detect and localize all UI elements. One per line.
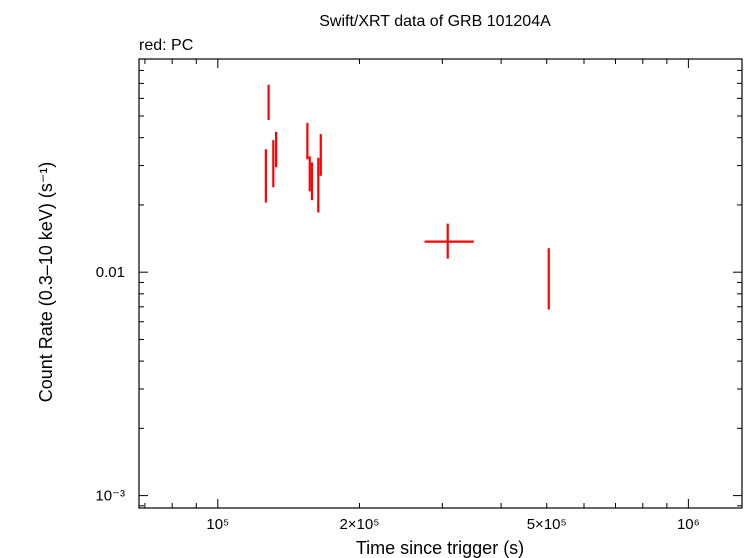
- data-point: [306, 123, 309, 160]
- x-tick-labels: 10⁵ 2×10⁵ 5×10⁵ 10⁶: [206, 516, 699, 533]
- x-tick-label: 10⁶: [677, 516, 700, 533]
- y-tick-labels: 0.01 10⁻³: [95, 264, 125, 504]
- y-axis-label: Count Rate (0.3–10 keV) (s⁻¹): [36, 162, 56, 403]
- data-points: [264, 84, 550, 310]
- x-axis-label: Time since trigger (s): [356, 538, 524, 558]
- data-point: [424, 223, 474, 259]
- axis-ticks: [139, 58, 742, 508]
- x-tick-label: 2×10⁵: [339, 516, 379, 533]
- plot-frame: [138, 58, 743, 509]
- x-tick-label: 5×10⁵: [527, 516, 567, 533]
- y-tick-label: 0.01: [96, 264, 125, 281]
- data-point: [319, 134, 322, 176]
- data-point: [264, 149, 267, 203]
- data-point: [274, 131, 278, 168]
- y-tick-label: 10⁻³: [95, 488, 125, 505]
- data-point: [267, 84, 270, 120]
- x-tick-label: 10⁵: [206, 516, 229, 533]
- chart-subtitle: red: PC: [139, 37, 193, 54]
- data-point: [272, 140, 275, 188]
- data-point: [308, 156, 311, 192]
- data-point: [547, 248, 550, 310]
- data-point: [310, 162, 314, 201]
- chart-title: Swift/XRT data of GRB 101204A: [319, 13, 551, 30]
- data-point: [317, 157, 320, 213]
